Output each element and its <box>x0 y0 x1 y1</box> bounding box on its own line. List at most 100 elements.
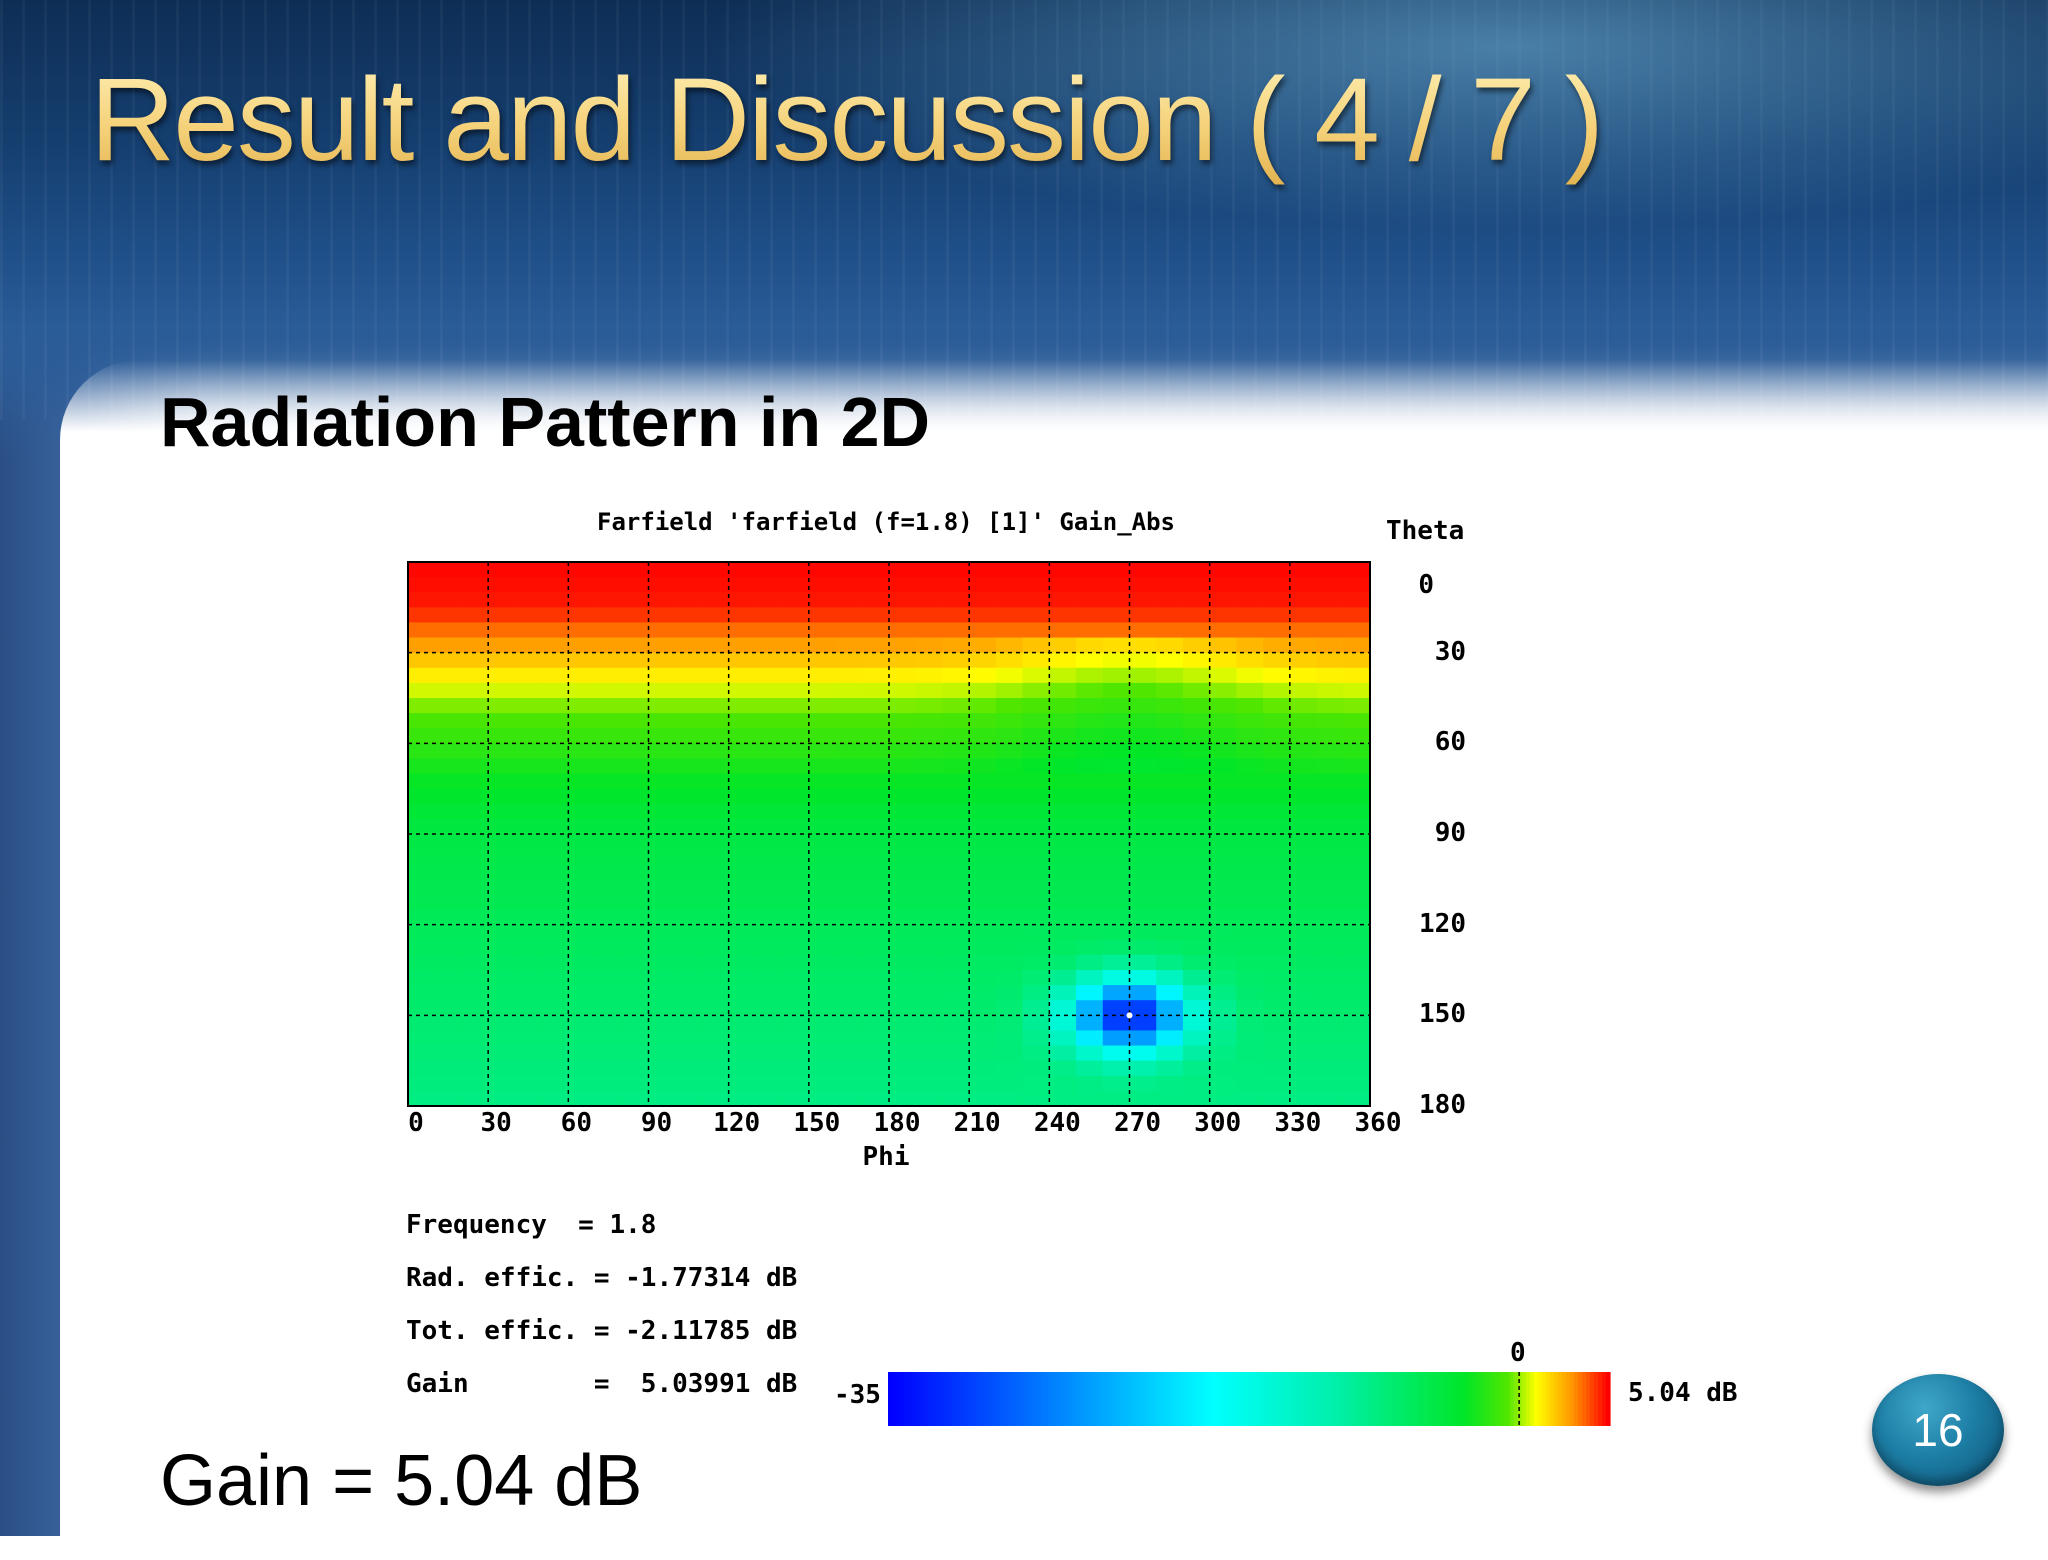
heatmap-cell <box>808 607 837 624</box>
heatmap-cell <box>835 894 863 911</box>
heatmap-cell <box>621 849 650 865</box>
heatmap-cell <box>1102 607 1131 624</box>
colorbar-segment <box>984 1372 989 1426</box>
heatmap-cell <box>942 849 970 865</box>
heatmap-cell <box>1316 773 1344 790</box>
heatmap-cell <box>1209 894 1237 911</box>
heatmap-cell <box>675 652 703 669</box>
colorbar-segment <box>1192 1372 1198 1426</box>
heatmap-cell <box>782 879 810 896</box>
heatmap-cell <box>595 713 623 729</box>
heatmap-cell <box>1156 622 1184 639</box>
heatmap-cell <box>408 667 436 684</box>
heatmap-cell <box>675 818 703 835</box>
heatmap-cell <box>915 1030 944 1047</box>
heatmap-cell <box>488 803 516 820</box>
colorbar-segment <box>1593 1372 1599 1426</box>
heatmap-cell <box>648 622 676 639</box>
heatmap-cell <box>514 970 543 986</box>
colorbar-segment <box>940 1372 945 1426</box>
heatmap-cell <box>648 803 676 820</box>
y-axis-label: Theta <box>1386 516 1465 546</box>
slide-title: Result and Discussion ( 4 / 7 ) <box>90 54 1604 186</box>
heatmap-cell <box>1343 924 1371 941</box>
heatmap-cell <box>969 1090 997 1107</box>
heatmap-cell <box>541 834 569 850</box>
heatmap-cell <box>1289 562 1318 578</box>
colorbar-segment <box>1120 1372 1126 1426</box>
heatmap-cell <box>728 924 756 941</box>
colorbar-segment <box>968 1372 973 1426</box>
heatmap-cell <box>621 879 650 896</box>
heatmap-cell <box>568 818 596 835</box>
heatmap-cell <box>675 909 703 926</box>
colorbar-segment <box>1437 1372 1443 1426</box>
heatmap-cell <box>808 698 837 714</box>
heatmap-cell <box>1263 682 1291 699</box>
heatmap-cell <box>1076 1030 1104 1047</box>
heatmap-cell <box>835 788 863 805</box>
heatmap-cell <box>782 758 810 775</box>
page-number-badge: 16 <box>1872 1374 2004 1486</box>
heatmap-cell <box>1022 834 1050 850</box>
heatmap-cell <box>1076 562 1104 578</box>
heatmap-cell <box>675 849 703 865</box>
info-frequency: Frequency = 1.8 <box>406 1210 657 1240</box>
heatmap-cell <box>701 970 730 986</box>
heatmap-cell <box>1102 924 1131 941</box>
heatmap-cell <box>862 834 890 850</box>
colorbar-segment <box>1293 1372 1298 1426</box>
heatmap-cell <box>621 667 650 684</box>
heatmap-cell <box>1076 743 1104 760</box>
heatmap-cell <box>808 818 837 835</box>
heatmap-cell <box>782 622 810 639</box>
heatmap-cell <box>1209 637 1237 654</box>
heatmap-cell <box>1289 652 1318 669</box>
heatmap-cell <box>1209 864 1237 880</box>
colorbar-segment <box>964 1372 969 1426</box>
heatmap-cell <box>434 652 463 669</box>
heatmap-cell <box>568 1060 596 1077</box>
colorbar-segment <box>1200 1372 1206 1426</box>
heatmap-cell <box>995 849 1024 865</box>
heatmap-cell <box>514 667 543 684</box>
heatmap-cell <box>648 788 676 805</box>
heatmap-cell <box>1076 834 1104 850</box>
heatmap-cell <box>701 773 730 790</box>
heatmap-cell <box>1263 713 1291 729</box>
heatmap-cell <box>995 758 1024 775</box>
heatmap-cell <box>835 607 863 624</box>
heatmap-cell <box>1129 743 1157 760</box>
heatmap-cell <box>1236 652 1264 669</box>
heatmap-cell <box>969 728 997 744</box>
heatmap-cell <box>1343 622 1371 639</box>
colorbar-segment <box>1056 1372 1062 1426</box>
heatmap-cell <box>915 1045 944 1062</box>
heatmap-cell <box>1263 773 1291 790</box>
heatmap-cell <box>1076 1000 1104 1016</box>
heatmap-cell <box>782 909 810 926</box>
heatmap-cell <box>782 803 810 820</box>
heatmap-cell <box>1289 1060 1318 1077</box>
heatmap-cell <box>942 652 970 669</box>
heatmap-cell <box>541 879 569 896</box>
heatmap-cell <box>1129 879 1157 896</box>
heatmap-cell <box>995 622 1024 639</box>
heatmap-cell <box>755 637 783 654</box>
heatmap-cell <box>595 834 623 850</box>
heatmap-cell <box>648 894 676 911</box>
heatmap-cell <box>488 728 516 744</box>
colorbar-segment <box>1321 1372 1326 1426</box>
heatmap-cell <box>541 728 569 744</box>
heatmap-cell <box>1156 879 1184 896</box>
heatmap-cell <box>1209 667 1237 684</box>
heatmap-cell <box>808 1000 837 1016</box>
heatmap-cell <box>488 939 516 956</box>
heatmap-cell <box>675 728 703 744</box>
heatmap-cell <box>1102 818 1131 835</box>
heatmap-cell <box>915 1075 944 1092</box>
heatmap-cell <box>1316 592 1344 608</box>
heatmap-cell <box>1102 1060 1131 1077</box>
heatmap-cell <box>1076 1075 1104 1092</box>
heatmap-cell <box>969 713 997 729</box>
